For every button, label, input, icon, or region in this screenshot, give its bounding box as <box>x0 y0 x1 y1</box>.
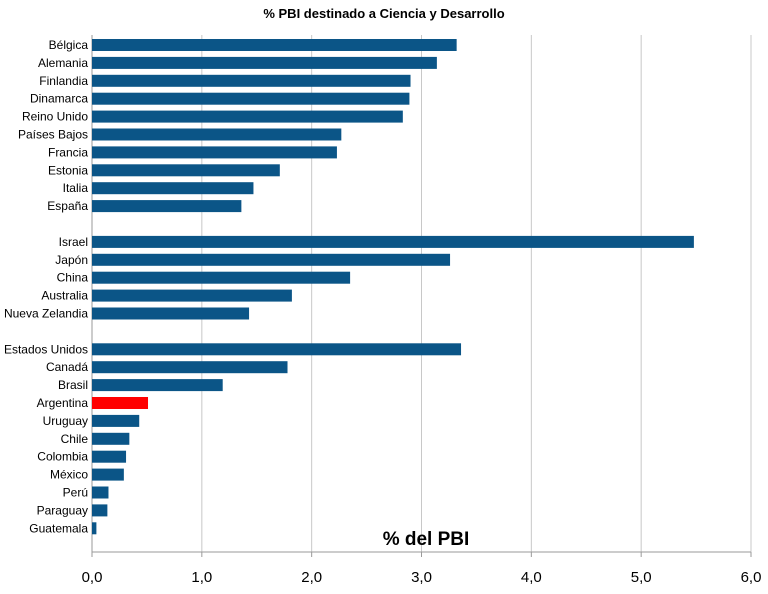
x-tick-label: 0,0 <box>82 569 103 586</box>
bar <box>92 468 124 481</box>
bar <box>92 110 403 123</box>
bar <box>92 522 97 535</box>
category-label: Argentina <box>37 396 89 410</box>
bar <box>92 379 223 392</box>
bar <box>92 200 242 213</box>
x-axis-title: % del PBI <box>383 529 470 550</box>
category-label: Francia <box>48 145 88 159</box>
bar <box>92 343 462 356</box>
bar <box>92 39 457 51</box>
bar <box>92 486 109 499</box>
bar <box>92 92 410 105</box>
category-label: Uruguay <box>43 414 88 428</box>
category-label: Italia <box>63 181 89 195</box>
bar <box>92 146 337 159</box>
category-label: Paraguay <box>37 503 88 517</box>
bar <box>92 74 411 87</box>
bar <box>92 253 451 266</box>
category-label: España <box>47 199 88 213</box>
category-label: México <box>50 468 88 482</box>
category-label: Canadá <box>46 360 88 374</box>
bar <box>92 235 694 248</box>
bar <box>92 164 280 177</box>
x-tick-label: 1,0 <box>191 569 212 586</box>
category-label: Estonia <box>48 163 88 177</box>
bar <box>92 397 149 409</box>
category-label: Dinamarca <box>30 92 88 106</box>
category-label: Nueva Zelandia <box>4 307 88 321</box>
chart-title: % PBI destinado a Ciencia y Desarrollo <box>263 6 505 21</box>
x-tick-label: 3,0 <box>411 569 432 586</box>
bar <box>92 56 437 69</box>
bar <box>92 361 288 374</box>
x-tick-label: 2,0 <box>301 569 322 586</box>
bar <box>92 504 108 517</box>
category-label: Australia <box>41 289 88 303</box>
x-tick-label: 6,0 <box>741 569 762 586</box>
category-label: Israel <box>59 235 88 249</box>
category-label: Japón <box>55 253 88 267</box>
bar <box>92 307 250 320</box>
bar <box>92 432 130 445</box>
category-label: Guatemala <box>29 521 88 535</box>
bar <box>92 414 140 427</box>
bar <box>92 182 254 195</box>
category-label: Países Bajos <box>18 128 88 142</box>
category-label: Perú <box>63 486 88 500</box>
category-label: Chile <box>61 432 89 446</box>
category-label: Colombia <box>37 450 88 464</box>
category-label: Reino Unido <box>22 110 88 124</box>
category-label: Brasil <box>58 378 88 392</box>
bar <box>92 289 292 302</box>
x-tick-label: 4,0 <box>521 569 542 586</box>
x-tick-label: 5,0 <box>631 569 652 586</box>
bar <box>92 128 342 141</box>
bar <box>92 271 351 284</box>
category-label: Estados Unidos <box>4 342 88 356</box>
category-label: China <box>57 271 89 285</box>
category-label: Finlandia <box>39 74 88 88</box>
category-label: Alemania <box>38 56 88 70</box>
bar <box>92 450 127 463</box>
category-label: Bélgica <box>49 38 89 52</box>
